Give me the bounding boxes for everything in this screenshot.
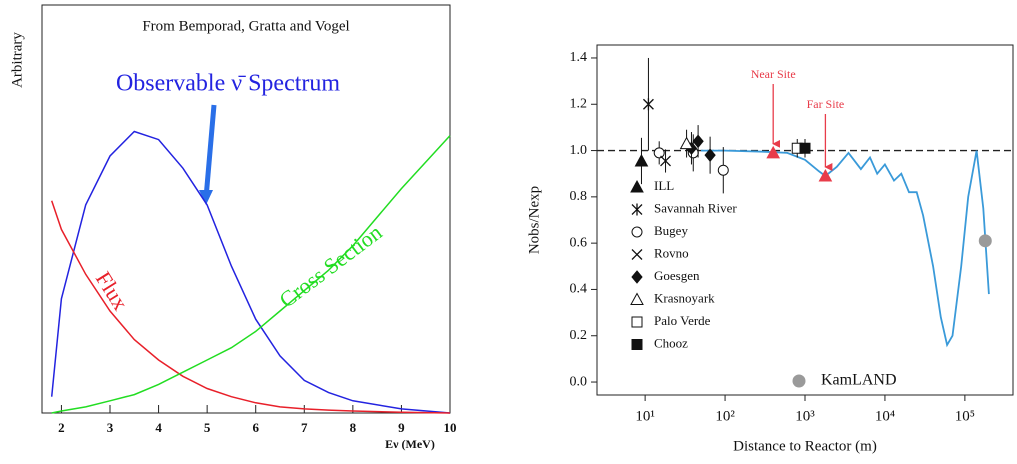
legend-marker xyxy=(631,316,643,328)
spectrum-arrow xyxy=(203,104,217,199)
legend-label: ILL xyxy=(654,178,674,193)
legend-label: Goesgen xyxy=(654,268,700,283)
legend-label: KamLAND xyxy=(821,372,897,389)
legend-marker xyxy=(792,374,806,388)
legend-marker xyxy=(630,292,644,305)
legend-label: Palo Verde xyxy=(654,313,711,328)
oscillation-curve xyxy=(701,149,990,348)
y-tick-label: 0.4 xyxy=(570,282,588,297)
data-point xyxy=(634,153,649,167)
x-tick-label: 10³ xyxy=(795,408,815,424)
x-tick-label: 7 xyxy=(301,420,308,435)
x-tick-label: 10⁵ xyxy=(955,408,975,424)
legend-label: Chooz xyxy=(654,335,688,350)
legend-marker xyxy=(630,179,644,193)
legend-label: Krasnoyark xyxy=(654,290,715,305)
series-label: Cross Section xyxy=(274,219,386,312)
legend-marker xyxy=(631,203,643,216)
legend-marker xyxy=(631,339,643,350)
x-tick-label: 4 xyxy=(155,420,162,435)
data-point xyxy=(653,147,665,159)
legend-marker xyxy=(631,270,643,284)
y-axis-label: Nobs/Nexp xyxy=(526,186,542,254)
y-tick-label: 0.0 xyxy=(570,374,588,389)
x-tick-label: 8 xyxy=(350,420,357,435)
plot-frame xyxy=(41,4,451,414)
data-point xyxy=(799,142,811,154)
x-tick-label: 10² xyxy=(715,408,735,424)
legend-label: Savannah River xyxy=(654,200,737,215)
data-point xyxy=(717,164,729,176)
spectrum-arrowhead xyxy=(199,190,213,205)
legend-marker xyxy=(631,226,643,238)
y-axis-label: Arbitrary xyxy=(9,32,25,88)
x-tick-label: 5 xyxy=(204,420,211,435)
x-tick-label: 10⁴ xyxy=(875,408,895,424)
site-marker xyxy=(818,168,833,182)
data-point xyxy=(692,134,704,149)
x-axis-label: Distance to Reactor (m) xyxy=(733,438,877,454)
x-tick-label: 9 xyxy=(398,420,405,435)
data-point xyxy=(679,136,694,150)
chart-title: From Bemporad, Gratta and Vogel xyxy=(142,18,349,34)
y-tick-label: 1.2 xyxy=(570,96,588,111)
series-line xyxy=(50,130,451,414)
x-axis-label: Eν (MeV) xyxy=(385,437,435,451)
x-tick-label: 2 xyxy=(58,420,65,435)
legend-label: Rovno xyxy=(654,245,689,260)
series-line xyxy=(50,200,451,414)
data-point xyxy=(704,148,716,162)
y-tick-label: 0.6 xyxy=(570,235,588,250)
legend-label: Bugey xyxy=(654,223,688,238)
series-label: Observable ν̄ Spectrum xyxy=(116,71,340,97)
x-tick-label: 6 xyxy=(252,420,259,435)
x-tick-label: 10 xyxy=(444,420,457,435)
x-tick-label: 3 xyxy=(107,420,114,435)
data-point xyxy=(642,98,654,111)
legend-marker xyxy=(631,249,643,260)
data-point xyxy=(978,234,992,248)
site-marker xyxy=(766,145,781,159)
y-tick-label: 0.2 xyxy=(570,328,588,343)
x-tick-label: 10¹ xyxy=(635,408,655,424)
series-line xyxy=(51,135,451,414)
y-tick-label: 1.0 xyxy=(570,143,588,158)
y-tick-label: 1.4 xyxy=(570,50,588,65)
site-label: Near Site xyxy=(751,67,796,81)
y-tick-label: 0.8 xyxy=(570,189,588,204)
site-label: Far Site xyxy=(807,97,845,111)
data-point xyxy=(660,155,671,167)
